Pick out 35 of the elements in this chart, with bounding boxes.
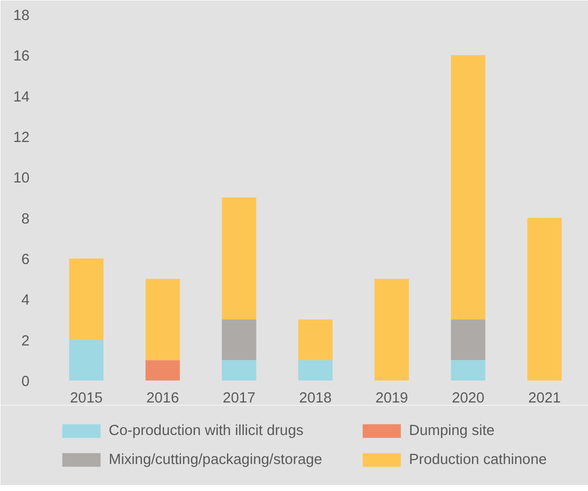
x-tick-label: 2018 [299,390,332,406]
y-tick-label: 4 [21,292,30,309]
bar [146,360,180,380]
y-tick-label: 10 [13,170,30,187]
x-tick-label: 2017 [222,390,256,406]
y-tick-label: 2 [21,333,30,350]
y-tick-label: 18 [13,8,30,24]
legend-label: Production cathinone [409,452,547,468]
legend-label: Co-production with illicit drugs [108,423,304,440]
bar [222,198,256,320]
bar [527,218,562,380]
bar [222,360,256,380]
bar [146,278,180,360]
x-tick-label: 2020 [452,390,484,406]
legend-label: Mixing/cutting/packaging/storage [108,452,322,468]
bar [298,360,333,380]
x-tick-label: 2019 [375,390,408,406]
bar [69,340,104,380]
bar [450,55,486,320]
y-tick-label: 16 [13,48,30,65]
x-tick-label: 2021 [528,390,561,406]
bar [374,278,409,380]
bar [298,320,333,360]
x-tick-label: 2015 [70,390,103,406]
bar [222,320,256,360]
bar [450,320,486,360]
y-tick-label: 14 [13,89,30,106]
legend-label: Dumping site [409,423,495,440]
bar [450,360,486,380]
y-tick-label: 8 [21,211,30,228]
y-tick-label: 12 [13,130,30,146]
y-tick-label: 0 [21,374,30,390]
bar [69,258,104,340]
x-tick-label: 2016 [146,390,179,406]
y-tick-label: 6 [21,252,30,268]
